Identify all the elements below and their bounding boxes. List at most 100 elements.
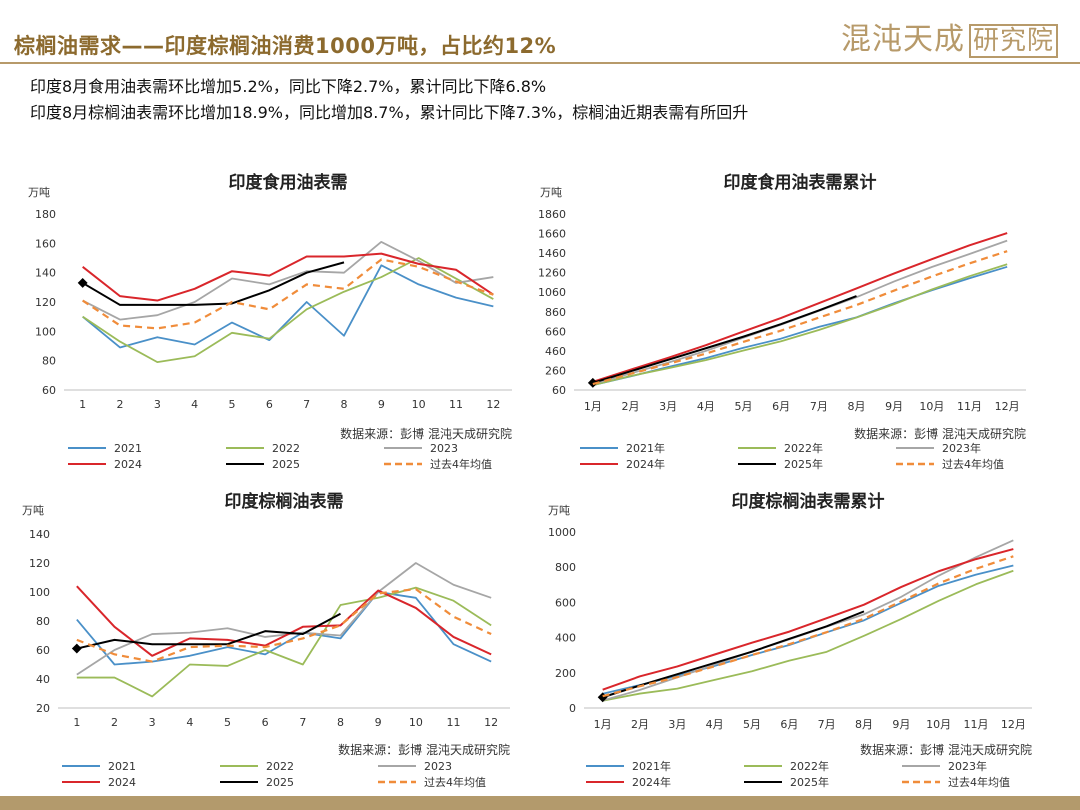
y-axis-unit: 万吨 <box>540 186 562 199</box>
series-line-2021 <box>82 264 494 349</box>
y-tick-label: 120 <box>35 296 56 309</box>
brand-logo: 混沌天成 研究院 <box>841 14 1058 58</box>
series-line-2024 <box>76 585 492 657</box>
y-tick-label: 460 <box>545 345 566 358</box>
source-note: 数据来源：彭博 混沌天成研究院 <box>338 742 510 757</box>
x-tick-label: 4月 <box>706 718 724 731</box>
y-tick-label: 660 <box>545 325 566 338</box>
series-line-2021 <box>592 265 1008 386</box>
y-axis-unit: 万吨 <box>22 504 44 517</box>
legend-label: 2021 <box>108 760 136 773</box>
header-divider <box>0 62 1080 64</box>
x-tick-label: 10月 <box>919 400 944 413</box>
y-tick-label: 600 <box>555 596 576 609</box>
legend-label: 2024年 <box>632 775 671 789</box>
legend-label: 过去4年均值 <box>424 775 486 789</box>
legend-label: 2022 <box>266 760 294 773</box>
series-line-2025 <box>82 261 345 306</box>
series-line-2025 <box>592 295 857 384</box>
chart-title: 印度食用油表需 <box>229 172 348 193</box>
y-tick-label: 100 <box>29 586 50 599</box>
legend-label: 2022年 <box>790 759 829 773</box>
x-tick-label: 4 <box>191 398 198 411</box>
y-tick-label: 80 <box>36 615 50 628</box>
series-start-marker <box>77 277 88 288</box>
x-tick-label: 3 <box>154 398 161 411</box>
series-line-2024 <box>592 232 1008 383</box>
header: 棕榈油需求——印度棕榈油消费1000万吨，占比约12% 混沌天成 研究院 <box>0 0 1080 62</box>
y-tick-label: 60 <box>36 644 50 657</box>
series-line-2023 <box>602 539 1014 702</box>
legend-label: 2021 <box>114 442 142 455</box>
summary-line-2: 印度8月棕榈油表需环比增加18.9%，同比增加8.7%，累计同比下降7.3%，棕… <box>30 103 749 122</box>
legend-label: 2023年 <box>942 441 981 455</box>
y-tick-label: 60 <box>552 384 566 397</box>
legend-label: 2023年 <box>948 759 987 773</box>
series-line-2022 <box>592 263 1008 386</box>
x-tick-label: 5月 <box>735 400 753 413</box>
y-tick-label: 1060 <box>538 286 566 299</box>
legend-label: 过去4年均值 <box>942 457 1004 471</box>
y-tick-label: 180 <box>35 208 56 221</box>
x-tick-label: 11月 <box>957 400 982 413</box>
source-note: 数据来源：彭博 混沌天成研究院 <box>860 742 1032 757</box>
legend-label: 2023 <box>424 760 452 773</box>
x-tick-label: 4 <box>186 716 193 729</box>
x-tick-label: 3月 <box>668 718 686 731</box>
y-tick-label: 860 <box>545 306 566 319</box>
x-tick-label: 3月 <box>659 400 677 413</box>
series-line-2024 <box>82 252 494 302</box>
legend-label: 2021年 <box>632 759 671 773</box>
y-tick-label: 120 <box>29 557 50 570</box>
x-tick-label: 12 <box>484 716 498 729</box>
x-tick-label: 2 <box>117 398 124 411</box>
summary-line-1: 印度8月食用油表需环比增加5.2%，同比下降2.7%，累计同比下降6.8% <box>30 77 547 96</box>
chart-title: 印度棕榈油表需 <box>225 491 344 512</box>
x-tick-label: 1月 <box>584 400 602 413</box>
legend-label: 2023 <box>430 442 458 455</box>
y-tick-label: 40 <box>36 673 50 686</box>
x-tick-label: 12 <box>486 398 500 411</box>
y-tick-label: 200 <box>555 667 576 680</box>
page-title: 棕榈油需求——印度棕榈油消费1000万吨，占比约12% <box>14 34 557 58</box>
x-tick-label: 6月 <box>772 400 790 413</box>
legend-label: 2024年 <box>626 457 665 471</box>
y-tick-label: 160 <box>35 237 56 250</box>
series-line-2024 <box>602 548 1014 691</box>
footer-bar <box>0 796 1080 810</box>
series-line-2025 <box>602 610 865 699</box>
series-start-marker <box>71 643 82 654</box>
x-tick-label: 9 <box>375 716 382 729</box>
legend-label: 2025年 <box>784 457 823 471</box>
source-note: 数据来源：彭博 混沌天成研究院 <box>340 426 512 441</box>
y-axis-unit: 万吨 <box>548 504 570 517</box>
x-tick-label: 4月 <box>697 400 715 413</box>
y-tick-label: 140 <box>35 267 56 280</box>
series-line-2025 <box>76 612 341 650</box>
x-tick-label: 8月 <box>848 400 866 413</box>
x-tick-label: 3 <box>149 716 156 729</box>
y-tick-label: 400 <box>555 632 576 645</box>
x-tick-label: 9月 <box>892 718 910 731</box>
legend-label: 2024 <box>114 458 142 471</box>
x-tick-label: 5 <box>224 716 231 729</box>
x-tick-label: 11月 <box>964 718 989 731</box>
legend-label: 过去4年均值 <box>430 457 492 471</box>
x-tick-label: 8月 <box>855 718 873 731</box>
y-tick-label: 1000 <box>548 526 576 539</box>
x-tick-label: 12月 <box>1001 718 1026 731</box>
x-tick-label: 5月 <box>743 718 761 731</box>
y-tick-label: 1260 <box>538 267 566 280</box>
x-tick-label: 5 <box>229 398 236 411</box>
x-tick-label: 8 <box>341 398 348 411</box>
y-tick-label: 140 <box>29 528 50 541</box>
legend-label: 2025 <box>266 776 294 789</box>
y-tick-label: 20 <box>36 702 50 715</box>
y-tick-label: 100 <box>35 325 56 338</box>
series-line-2022 <box>602 569 1014 702</box>
source-note: 数据来源：彭博 混沌天成研究院 <box>854 426 1026 441</box>
